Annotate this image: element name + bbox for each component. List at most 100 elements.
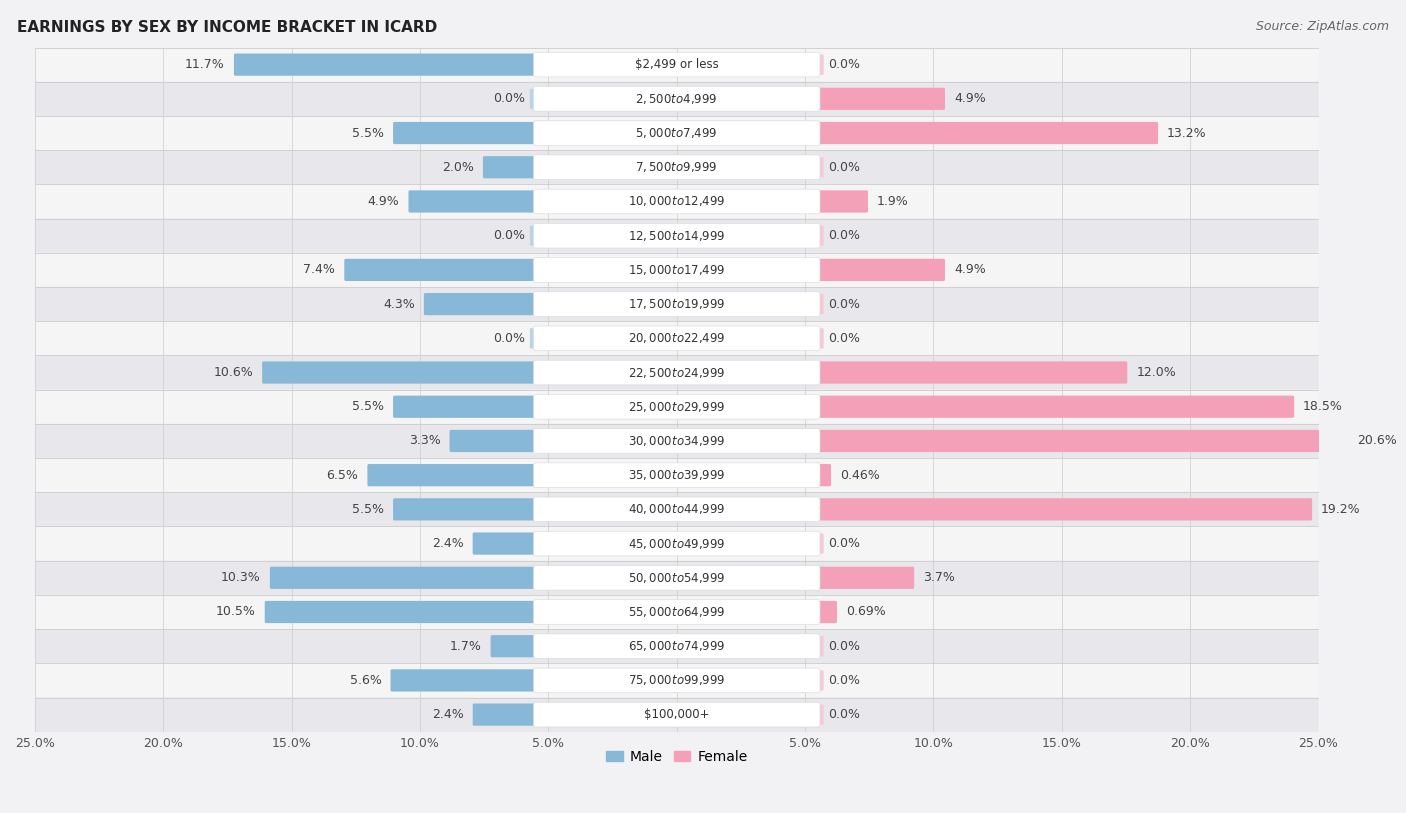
FancyBboxPatch shape: [817, 225, 824, 246]
Text: $75,000 to $99,999: $75,000 to $99,999: [628, 673, 725, 688]
FancyBboxPatch shape: [533, 155, 820, 180]
FancyBboxPatch shape: [817, 705, 824, 724]
FancyBboxPatch shape: [533, 360, 820, 385]
Text: 10.5%: 10.5%: [217, 606, 256, 619]
Text: $30,000 to $34,999: $30,000 to $34,999: [628, 434, 725, 448]
Text: 10.6%: 10.6%: [214, 366, 253, 379]
FancyBboxPatch shape: [817, 54, 824, 75]
FancyBboxPatch shape: [409, 190, 537, 212]
Text: 3.3%: 3.3%: [409, 434, 440, 447]
FancyBboxPatch shape: [817, 294, 824, 314]
FancyBboxPatch shape: [817, 122, 1159, 144]
Text: 4.3%: 4.3%: [384, 298, 415, 311]
FancyBboxPatch shape: [533, 326, 820, 350]
FancyBboxPatch shape: [817, 567, 914, 589]
Text: 18.5%: 18.5%: [1303, 400, 1343, 413]
Text: EARNINGS BY SEX BY INCOME BRACKET IN ICARD: EARNINGS BY SEX BY INCOME BRACKET IN ICA…: [17, 20, 437, 35]
FancyBboxPatch shape: [817, 362, 1128, 384]
FancyBboxPatch shape: [817, 190, 868, 212]
FancyBboxPatch shape: [233, 54, 537, 76]
FancyBboxPatch shape: [530, 328, 536, 349]
FancyBboxPatch shape: [817, 533, 824, 554]
FancyBboxPatch shape: [35, 47, 1319, 82]
Text: $17,500 to $19,999: $17,500 to $19,999: [628, 297, 725, 311]
FancyBboxPatch shape: [533, 86, 820, 111]
FancyBboxPatch shape: [35, 389, 1319, 424]
FancyBboxPatch shape: [270, 567, 537, 589]
FancyBboxPatch shape: [394, 498, 537, 520]
FancyBboxPatch shape: [533, 463, 820, 488]
FancyBboxPatch shape: [533, 668, 820, 693]
Text: $2,499 or less: $2,499 or less: [636, 58, 718, 71]
Text: 5.5%: 5.5%: [352, 400, 384, 413]
Text: $55,000 to $64,999: $55,000 to $64,999: [628, 605, 725, 619]
FancyBboxPatch shape: [533, 566, 820, 590]
FancyBboxPatch shape: [35, 253, 1319, 287]
Text: 0.0%: 0.0%: [828, 708, 860, 721]
Text: Source: ZipAtlas.com: Source: ZipAtlas.com: [1256, 20, 1389, 33]
FancyBboxPatch shape: [817, 464, 831, 486]
FancyBboxPatch shape: [472, 703, 537, 726]
FancyBboxPatch shape: [35, 629, 1319, 663]
FancyBboxPatch shape: [533, 428, 820, 454]
FancyBboxPatch shape: [533, 258, 820, 282]
FancyBboxPatch shape: [35, 185, 1319, 219]
FancyBboxPatch shape: [35, 82, 1319, 116]
FancyBboxPatch shape: [35, 663, 1319, 698]
Text: 0.46%: 0.46%: [839, 468, 880, 481]
FancyBboxPatch shape: [262, 362, 537, 384]
Text: 2.4%: 2.4%: [432, 537, 464, 550]
Text: $5,000 to $7,499: $5,000 to $7,499: [636, 126, 718, 140]
FancyBboxPatch shape: [817, 671, 824, 690]
Text: $2,500 to $4,999: $2,500 to $4,999: [636, 92, 718, 106]
Text: 1.9%: 1.9%: [877, 195, 908, 208]
Text: 0.0%: 0.0%: [828, 229, 860, 242]
Text: $15,000 to $17,499: $15,000 to $17,499: [628, 263, 725, 277]
Text: $45,000 to $49,999: $45,000 to $49,999: [628, 537, 725, 550]
Text: $7,500 to $9,999: $7,500 to $9,999: [636, 160, 718, 174]
FancyBboxPatch shape: [533, 52, 820, 77]
Text: 0.0%: 0.0%: [828, 640, 860, 653]
Text: $65,000 to $74,999: $65,000 to $74,999: [628, 639, 725, 653]
Text: 10.3%: 10.3%: [221, 572, 262, 585]
FancyBboxPatch shape: [423, 293, 537, 315]
FancyBboxPatch shape: [530, 89, 536, 109]
Text: 0.0%: 0.0%: [828, 161, 860, 174]
FancyBboxPatch shape: [533, 497, 820, 522]
Text: $100,000+: $100,000+: [644, 708, 710, 721]
FancyBboxPatch shape: [817, 430, 1348, 452]
Text: 0.0%: 0.0%: [828, 332, 860, 345]
Text: $40,000 to $44,999: $40,000 to $44,999: [628, 502, 725, 516]
Text: 13.2%: 13.2%: [1167, 127, 1206, 140]
FancyBboxPatch shape: [533, 189, 820, 214]
Text: 0.0%: 0.0%: [494, 332, 526, 345]
FancyBboxPatch shape: [35, 321, 1319, 355]
Legend: Male, Female: Male, Female: [600, 744, 754, 769]
FancyBboxPatch shape: [264, 601, 537, 623]
FancyBboxPatch shape: [533, 121, 820, 146]
Text: 5.5%: 5.5%: [352, 503, 384, 516]
FancyBboxPatch shape: [533, 224, 820, 248]
Text: 1.7%: 1.7%: [450, 640, 482, 653]
FancyBboxPatch shape: [35, 287, 1319, 321]
Text: 0.0%: 0.0%: [828, 674, 860, 687]
FancyBboxPatch shape: [344, 259, 537, 281]
FancyBboxPatch shape: [394, 122, 537, 144]
FancyBboxPatch shape: [35, 492, 1319, 527]
FancyBboxPatch shape: [35, 424, 1319, 458]
FancyBboxPatch shape: [391, 669, 537, 692]
FancyBboxPatch shape: [533, 600, 820, 624]
FancyBboxPatch shape: [817, 259, 945, 281]
FancyBboxPatch shape: [35, 595, 1319, 629]
Text: $20,000 to $22,499: $20,000 to $22,499: [628, 332, 725, 346]
Text: 5.6%: 5.6%: [350, 674, 381, 687]
Text: 0.0%: 0.0%: [828, 537, 860, 550]
FancyBboxPatch shape: [35, 355, 1319, 389]
FancyBboxPatch shape: [533, 531, 820, 556]
FancyBboxPatch shape: [35, 458, 1319, 492]
Text: 0.0%: 0.0%: [828, 58, 860, 71]
FancyBboxPatch shape: [35, 219, 1319, 253]
FancyBboxPatch shape: [817, 88, 945, 110]
Text: 12.0%: 12.0%: [1136, 366, 1175, 379]
FancyBboxPatch shape: [817, 396, 1294, 418]
